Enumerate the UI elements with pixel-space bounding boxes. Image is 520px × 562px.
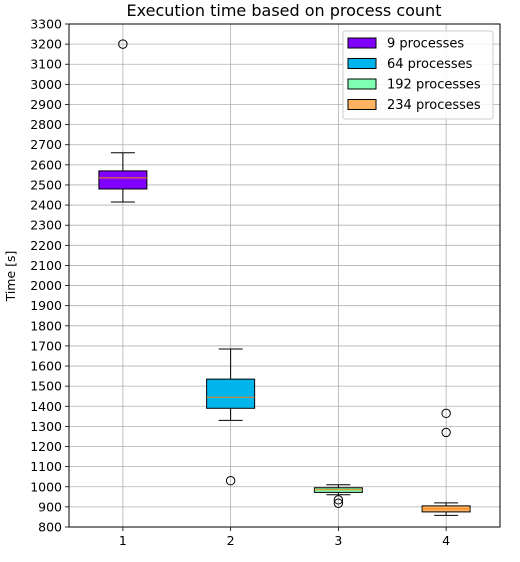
y-tick-label: 1000 <box>30 479 62 494</box>
y-tick-label: 2400 <box>30 198 62 213</box>
y-tick-label: 2800 <box>30 117 62 132</box>
y-tick-label: 2200 <box>30 238 62 253</box>
outlier-point <box>118 39 128 49</box>
outlier-point <box>333 495 344 505</box>
legend-label: 192 processes <box>387 78 481 93</box>
legend-label: 64 processes <box>387 57 473 72</box>
y-tick-label: 3300 <box>30 17 62 32</box>
y-tick-label: 1300 <box>30 419 62 434</box>
x-tick-label: 2 <box>227 533 235 548</box>
y-tick-label: 2100 <box>30 258 62 273</box>
box-body <box>98 170 148 190</box>
box-4 <box>421 408 471 516</box>
box-2 <box>206 348 256 486</box>
box-3 <box>313 484 363 508</box>
legend-label: 9 processes <box>387 37 464 52</box>
y-tick-label: 2500 <box>30 177 62 192</box>
legend-item: 9 processes <box>347 37 464 52</box>
y-tick-label: 3000 <box>30 77 62 92</box>
y-tick-label: 2700 <box>30 137 62 152</box>
legend-swatch <box>347 78 377 90</box>
y-tick-label: 1700 <box>30 338 62 353</box>
y-tick-label: 900 <box>38 499 62 514</box>
y-tick-label: 2000 <box>30 278 62 293</box>
y-tick-label: 1400 <box>30 399 62 414</box>
x-tick-label: 4 <box>442 533 450 548</box>
x-tick-label: 3 <box>334 533 342 548</box>
legend-swatch <box>347 58 377 69</box>
legend-item: 192 processes <box>347 78 481 93</box>
y-tick-label: 1100 <box>30 459 62 474</box>
y-tick-label: 800 <box>38 520 62 535</box>
outlier-point <box>333 498 344 508</box>
legend: 9 processes 64 processes 192 processes 234 … <box>342 30 494 120</box>
y-tick-label: 2300 <box>30 218 62 233</box>
outlier-point <box>441 408 451 419</box>
outlier-point <box>225 476 236 486</box>
legend-swatch <box>347 37 377 49</box>
x-tick-label: 1 <box>119 533 127 548</box>
y-tick-label: 1600 <box>30 359 62 374</box>
y-tick-label: 2600 <box>30 157 62 172</box>
y-tick-label: 1900 <box>30 298 62 313</box>
y-tick-label: 1800 <box>30 318 62 333</box>
chart-title: Execution time based on process count <box>127 1 442 20</box>
legend-frame <box>342 30 494 120</box>
outlier-point <box>441 427 451 438</box>
y-tick-label: 3100 <box>30 57 62 72</box>
x-axis-ticks: 1 2 3 4 <box>119 527 450 548</box>
y-tick-label: 2900 <box>30 97 62 112</box>
legend-item: 64 processes <box>347 57 473 72</box>
box-1 <box>98 39 148 203</box>
legend-swatch <box>347 99 377 110</box>
y-tick-label: 3200 <box>30 37 62 52</box>
y-axis-label: Time [s] <box>3 251 18 303</box>
plot-frame <box>68 23 501 528</box>
legend-item: 234 processes <box>347 98 481 113</box>
y-axis-ticks: 800 900 1000 1100 1200 1300 1400 1500 1600 1700 18… <box>30 17 69 535</box>
legend-label: 234 processes <box>387 98 481 113</box>
box-body <box>206 378 256 409</box>
boxes <box>98 39 471 516</box>
y-tick-label: 1200 <box>30 439 62 454</box>
y-tick-label: 1500 <box>30 379 62 394</box>
